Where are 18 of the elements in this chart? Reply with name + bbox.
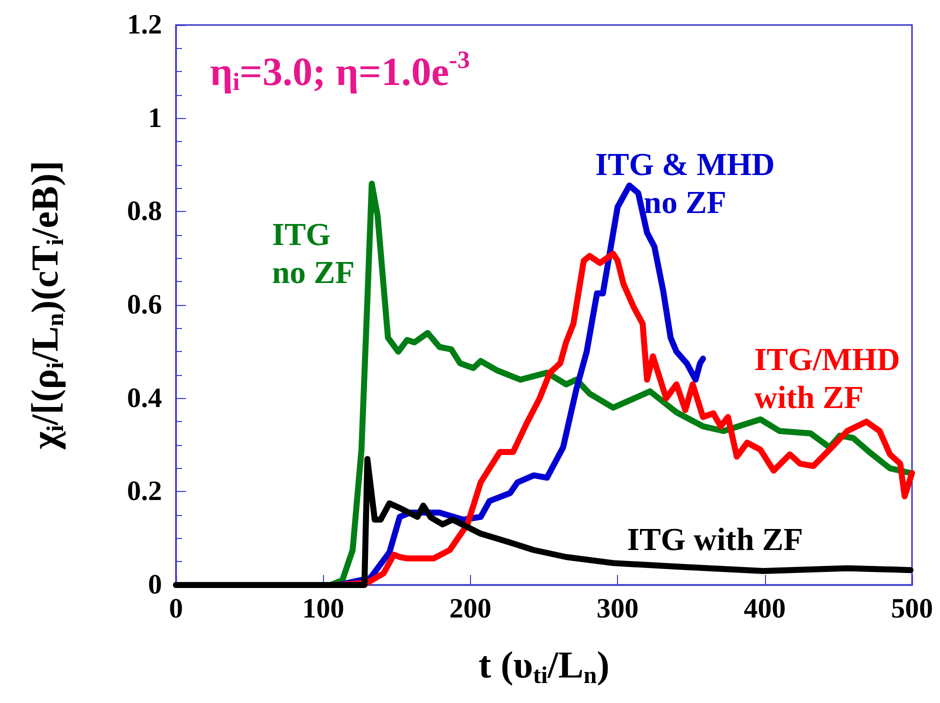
y-tick-label: 1 <box>148 102 162 134</box>
y-tick-label: 1.2 <box>127 10 162 40</box>
series-label: ITG & MHD no ZF <box>595 146 775 220</box>
x-tick-label: 0 <box>169 594 183 624</box>
series-label: ITG no ZF <box>272 216 355 290</box>
x-tick-label: 400 <box>744 594 786 624</box>
series-label: ITG with ZF <box>626 521 804 557</box>
y-tick-label: 0 <box>148 570 162 600</box>
y-tick-label: 0.8 <box>127 196 162 228</box>
y-tick-label: 0.2 <box>127 476 162 508</box>
y-tick-label: 0.4 <box>127 382 162 414</box>
series-label: ITG/MHD with ZF <box>754 341 900 415</box>
x-tick-label: 500 <box>891 594 933 624</box>
x-tick-label: 100 <box>302 594 344 624</box>
text: χi/[(ρi/Ln)(cTi/eB)] <box>24 160 69 450</box>
x-tick-label: 200 <box>449 594 492 624</box>
y-tick-label: 0.6 <box>127 290 162 320</box>
x-tick-label: 300 <box>596 594 639 624</box>
